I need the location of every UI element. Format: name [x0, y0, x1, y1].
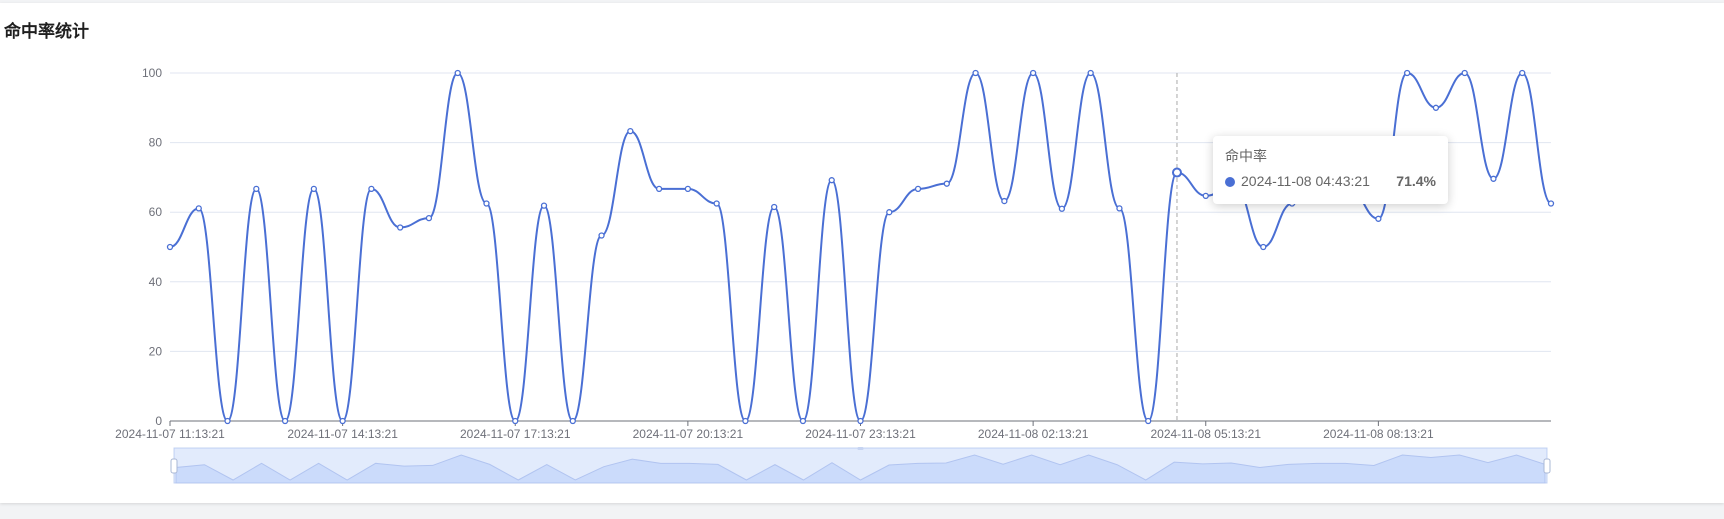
zoom-slider[interactable] — [170, 447, 1551, 484]
x-tick-label: 2024-11-07 23:13:21 — [805, 427, 916, 441]
data-point — [425, 214, 433, 222]
data-point — [1260, 243, 1267, 251]
data-point — [397, 224, 404, 231]
data-point — [166, 243, 174, 251]
data-point — [655, 185, 663, 193]
data-point — [886, 209, 893, 216]
data-point — [339, 417, 346, 425]
data-point — [310, 185, 318, 193]
data-point — [972, 69, 979, 77]
x-tick-label: 2024-11-07 14:13:21 — [287, 427, 398, 441]
data-point — [1547, 200, 1555, 207]
tooltip-series-name: 命中率 — [1225, 149, 1267, 165]
y-tick-label: 60 — [149, 205, 163, 219]
data-point — [943, 180, 950, 187]
x-tick-label: 2024-11-07 20:13:21 — [633, 427, 744, 441]
data-point — [1403, 69, 1411, 77]
data-point — [828, 177, 835, 184]
data-point — [1461, 69, 1468, 77]
data-point — [799, 417, 807, 425]
tooltip-x-label: 2024-11-08 04:43:21 — [1241, 173, 1370, 189]
data-point — [1375, 215, 1382, 222]
series-line — [169, 71, 1552, 423]
data-point — [253, 185, 260, 193]
data-point — [1058, 205, 1066, 212]
x-tick-label: 2024-11-08 02:13:21 — [978, 427, 1089, 441]
data-point — [1490, 175, 1497, 182]
slider-handle-right[interactable] — [1543, 458, 1551, 474]
data-point — [684, 185, 692, 193]
tooltip-value: 71.4% — [1396, 173, 1436, 189]
data-point — [512, 417, 519, 425]
slider-handle-left[interactable] — [170, 458, 178, 474]
x-tick-label: 2024-11-07 11:13:21 — [115, 427, 225, 441]
slider-selection — [174, 448, 1547, 483]
chart-tooltip: 命中率 2024-11-08 04:43:21 71.4% — [1213, 136, 1448, 204]
y-tick-label: 100 — [142, 66, 162, 80]
y-tick-label: 40 — [149, 275, 163, 289]
y-tick-label: 80 — [149, 136, 163, 150]
y-tick-label: 0 — [155, 414, 162, 428]
data-point — [914, 185, 922, 193]
tooltip-series-marker — [1225, 177, 1235, 187]
x-tick-label: 2024-11-08 05:13:21 — [1150, 427, 1261, 441]
x-tick-label: 2024-11-07 17:13:21 — [460, 427, 571, 441]
data-point — [454, 69, 461, 77]
data-point — [742, 417, 749, 425]
data-point — [1171, 167, 1182, 178]
data-point — [1519, 69, 1526, 77]
slider-move-handle[interactable] — [857, 447, 864, 450]
data-point — [1202, 192, 1209, 199]
data-point — [483, 200, 490, 207]
y-tick-label: 20 — [149, 344, 163, 358]
data-point — [1145, 417, 1152, 425]
panel-title: 命中率统计 — [4, 22, 89, 42]
data-point — [1432, 104, 1440, 111]
data-point — [1001, 197, 1008, 205]
data-point — [598, 232, 605, 239]
slider-preview-area — [175, 454, 1546, 484]
data-point — [1029, 69, 1037, 77]
data-point — [1087, 69, 1094, 77]
data-point — [857, 417, 864, 425]
data-point — [540, 202, 548, 209]
data-point — [713, 200, 720, 207]
data-point — [627, 127, 634, 135]
x-tick-label: 2024-11-08 08:13:21 — [1323, 427, 1434, 441]
data-point — [569, 417, 576, 425]
data-point — [1116, 205, 1123, 212]
data-point — [281, 417, 289, 425]
data-point — [368, 185, 375, 193]
data-point — [771, 203, 778, 211]
data-point — [224, 417, 231, 425]
data-point — [195, 205, 202, 212]
